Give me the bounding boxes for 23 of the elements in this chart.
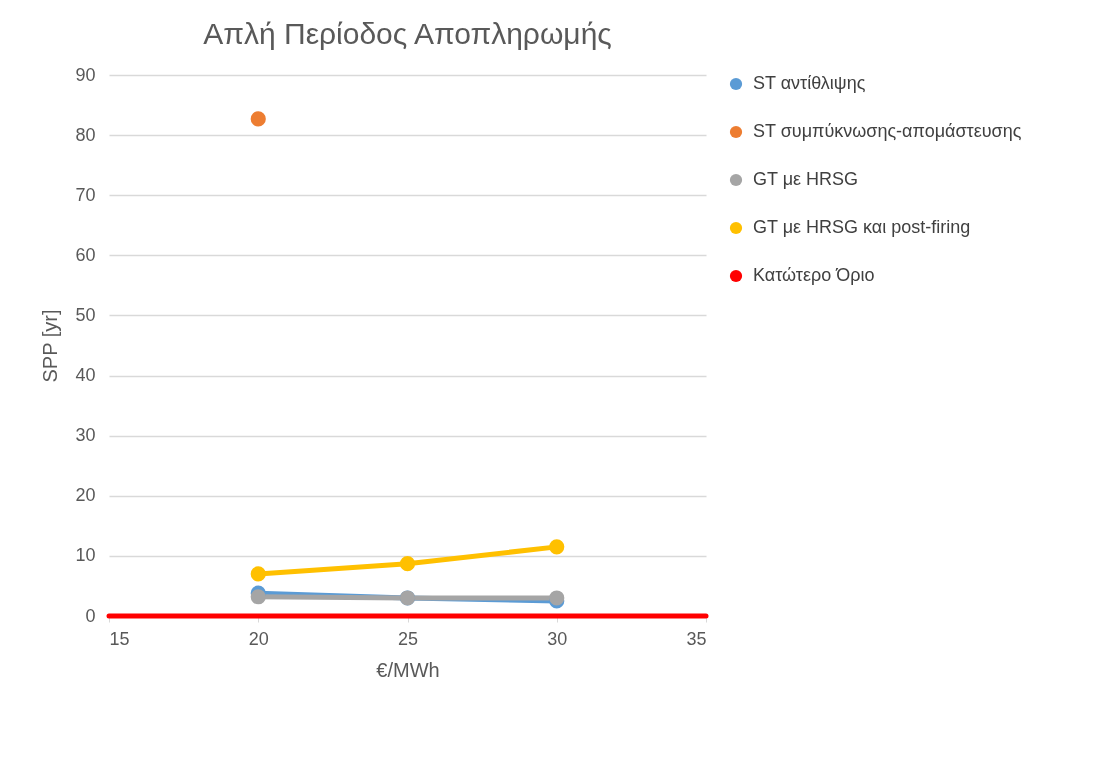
- y-tick-label: 90: [75, 64, 96, 85]
- y-tick-label: 40: [75, 365, 96, 386]
- x-tick-label: 25: [397, 628, 419, 649]
- x-axis-title: €/MWh: [376, 658, 440, 681]
- y-tick-label: 0: [85, 605, 96, 626]
- y-axis-title: SPP [yr]: [39, 309, 62, 383]
- legend-label: Κατώτερο Όριο: [753, 265, 875, 285]
- x-tick-label: 20: [248, 628, 269, 649]
- y-tick-label: 50: [75, 304, 96, 325]
- y-tick-label: 30: [75, 425, 96, 446]
- legend-label: GT με HRSG: [753, 169, 859, 189]
- x-tick-label: 35: [686, 628, 707, 649]
- y-tick-label: 70: [75, 184, 96, 205]
- y-tick-label: 60: [75, 244, 96, 265]
- y-tick-label: 20: [75, 485, 96, 506]
- legend-label: ST συμπύκνωσης-απομάστευσης: [753, 121, 1022, 141]
- x-tick-label: 30: [547, 628, 568, 649]
- legend-label: ST αντίθλιψης: [753, 73, 866, 93]
- legend-label: GT με HRSG και post-firing: [753, 217, 971, 237]
- chart-title: Απλή Περίοδος Αποπληρωμής: [203, 17, 612, 50]
- y-tick-label: 10: [75, 545, 96, 566]
- x-tick-label: 15: [109, 628, 130, 649]
- y-tick-label: 80: [75, 124, 96, 145]
